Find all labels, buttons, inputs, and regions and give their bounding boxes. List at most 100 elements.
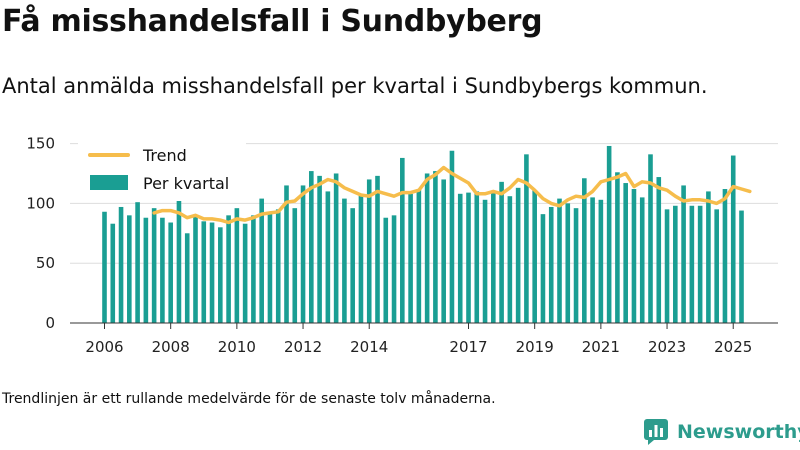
bar <box>656 177 662 323</box>
bar <box>135 202 140 323</box>
bar <box>209 222 215 323</box>
bar <box>697 205 703 323</box>
bar <box>118 206 124 323</box>
bar <box>548 206 554 323</box>
bar <box>673 205 678 323</box>
bar <box>201 221 207 323</box>
newsworthy-logo-icon <box>644 419 668 445</box>
legend-background <box>78 143 246 201</box>
bar <box>168 222 173 323</box>
x-tick-label: 2021 <box>582 338 620 356</box>
bar <box>433 171 438 323</box>
x-tick-label: 2008 <box>152 338 190 356</box>
bar <box>184 233 190 323</box>
bar <box>623 183 628 323</box>
bar <box>507 196 513 323</box>
chart-subtitle: Antal anmälda misshandelsfall per kvarta… <box>2 74 708 98</box>
bar <box>408 193 413 323</box>
bar <box>441 179 446 323</box>
bar <box>284 185 289 323</box>
legend-bar-swatch <box>90 175 128 190</box>
y-tick-label: 0 <box>45 314 55 332</box>
bar <box>598 199 604 323</box>
bar <box>366 179 372 323</box>
bar <box>317 175 322 323</box>
bar <box>110 223 116 323</box>
bar <box>573 208 579 323</box>
bar <box>358 195 364 323</box>
x-tick-label: 2012 <box>284 338 322 356</box>
chart-title: Få misshandelsfall i Sundbyberg <box>2 4 543 39</box>
bar <box>681 185 686 323</box>
legend: Trend Per kvartal <box>78 143 246 201</box>
y-tick-label: 150 <box>26 135 55 153</box>
bar <box>102 211 107 323</box>
y-tick-label: 100 <box>26 194 55 212</box>
bar <box>342 198 347 323</box>
bar <box>151 208 157 323</box>
bar <box>714 209 719 323</box>
bar <box>127 215 132 323</box>
bar <box>590 197 595 323</box>
bar <box>648 154 653 323</box>
bar <box>325 191 331 323</box>
x-tick-label: 2006 <box>85 338 123 356</box>
y-axis-ticks: 0 50 100 150 <box>26 135 55 332</box>
bar <box>143 217 149 323</box>
bar <box>615 172 620 323</box>
bar <box>565 203 571 323</box>
bar <box>639 197 645 323</box>
bar <box>259 198 264 323</box>
bar <box>449 150 455 323</box>
bar <box>400 157 405 323</box>
bar <box>474 191 480 323</box>
trend-line <box>152 165 752 225</box>
bar <box>193 215 198 323</box>
x-tick-label: 2017 <box>449 338 487 356</box>
bar <box>309 171 314 323</box>
bar <box>491 191 496 323</box>
bar <box>234 208 240 323</box>
brand-logo: Newsworthy <box>644 419 800 445</box>
x-tick-label: 2025 <box>714 338 752 356</box>
bar <box>524 154 529 323</box>
x-tick-label: 2010 <box>218 338 256 356</box>
bar-series <box>102 145 744 323</box>
x-tick-label: 2019 <box>516 338 554 356</box>
legend-label-per-kvartal: Per kvartal <box>143 174 229 193</box>
bar <box>375 175 380 323</box>
bar <box>333 173 339 323</box>
y-tick-label: 50 <box>36 254 55 272</box>
bar <box>706 191 711 323</box>
bar <box>466 192 471 323</box>
bar <box>300 185 306 323</box>
bar <box>664 209 670 323</box>
bar <box>722 189 728 323</box>
bar <box>689 205 695 323</box>
bar <box>267 212 273 323</box>
bar <box>275 209 281 323</box>
bar <box>730 155 736 323</box>
bar <box>482 199 488 323</box>
bar <box>457 193 463 323</box>
x-tick-label: 2023 <box>648 338 686 356</box>
bar <box>557 198 562 323</box>
bar <box>416 189 422 323</box>
bar <box>391 215 397 323</box>
bar <box>631 189 637 323</box>
x-axis-ticks: 2006 2008 2010 2012 2014 2017 2019 2021 2023 2025 <box>85 323 752 356</box>
footnote: Trendlinjen är ett rullande medelvärde f… <box>2 391 496 407</box>
bar <box>176 200 182 323</box>
bar <box>242 223 248 323</box>
bar <box>424 173 430 323</box>
bar <box>251 215 256 323</box>
bar <box>350 208 355 323</box>
bar <box>515 187 521 323</box>
bar <box>218 227 223 323</box>
bar <box>499 181 504 323</box>
bar <box>532 190 537 323</box>
bar <box>383 217 389 323</box>
legend-label-trend: Trend <box>142 146 187 165</box>
bar <box>226 215 231 323</box>
